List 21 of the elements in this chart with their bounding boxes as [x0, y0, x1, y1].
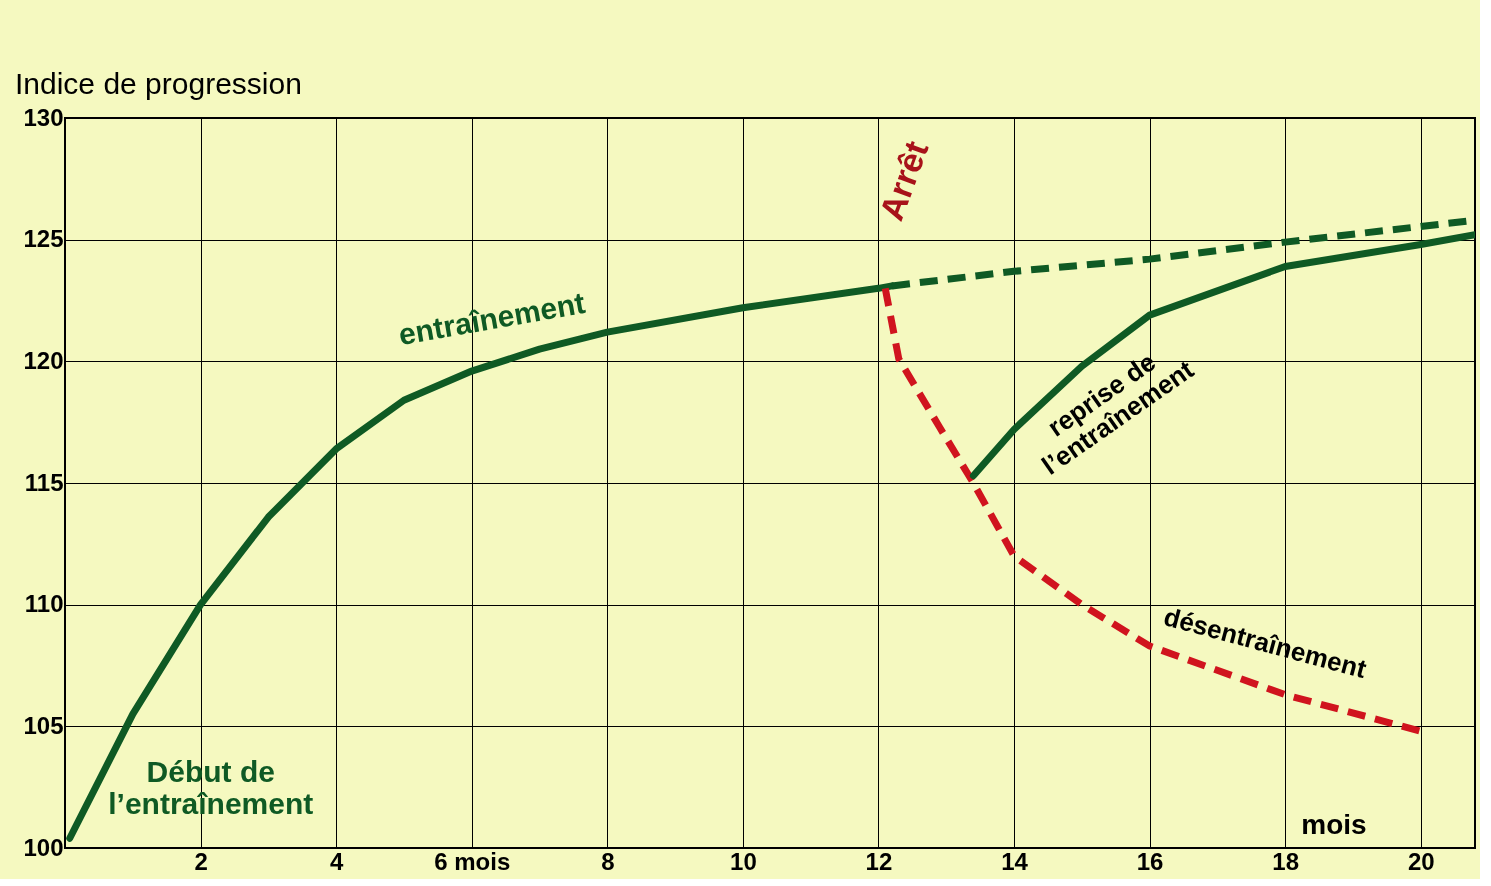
y-tick-label: 105	[23, 711, 64, 739]
x-tick-label: 4	[329, 847, 344, 875]
y-tick-label: 110	[24, 590, 64, 618]
annotation: Arrêt	[871, 135, 936, 226]
x-tick-label: 14	[1001, 847, 1029, 875]
y-tick-label: 120	[23, 346, 64, 374]
x-tick-label: 18	[1272, 847, 1300, 875]
x-tick-label: 6 mois	[434, 847, 511, 875]
y-axis-title: Indice de progression	[15, 67, 302, 100]
x-axis-title: mois	[1301, 809, 1367, 840]
x-tick-label: 20	[1407, 847, 1435, 875]
text: entraînement	[396, 285, 588, 352]
y-tick-label: 125	[23, 225, 64, 253]
x-tick-label: 16	[1136, 847, 1164, 875]
x-tick-label: 10	[730, 847, 757, 875]
x-tick-label: 8	[601, 847, 615, 875]
y-tick-label: 100	[23, 833, 64, 861]
x-tick-label: 2	[194, 847, 208, 875]
x-tick-label: 12	[865, 847, 893, 875]
y-tick-label: 115	[24, 468, 64, 496]
y-tick-label: 130	[23, 103, 64, 131]
